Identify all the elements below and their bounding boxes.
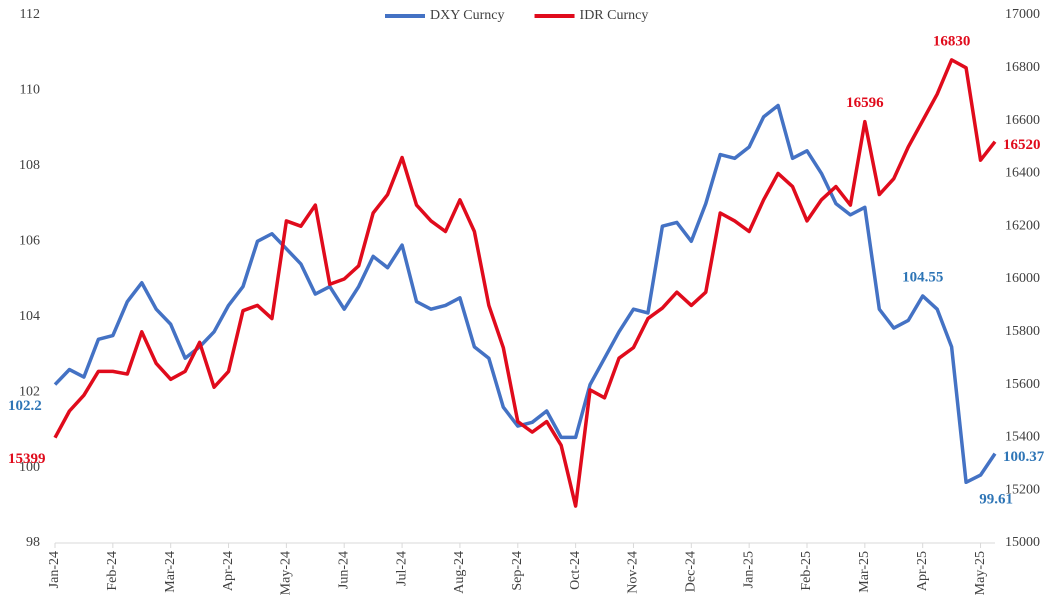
data-label: 100.37: [1003, 449, 1045, 465]
y-tick-label: 106: [19, 234, 40, 249]
y2-tick-label: 16000: [1005, 271, 1040, 286]
y-tick-label: 110: [20, 83, 40, 98]
x-tick-label: May-25: [973, 551, 988, 595]
y-tick-label: 100: [19, 460, 40, 475]
y2-tick-label: 16600: [1005, 113, 1040, 128]
y-tick-label: 112: [20, 7, 40, 22]
x-tick-label: Mar-24: [163, 551, 178, 593]
y2-tick-label: 15000: [1005, 535, 1040, 550]
y2-tick-label: 15400: [1005, 430, 1040, 445]
x-tick-label: Apr-24: [221, 551, 236, 591]
series-line: [53, 58, 997, 508]
x-tick-label: Dec-24: [684, 551, 699, 592]
legend-label: IDR Curncy: [580, 8, 649, 23]
y-tick-label: 102: [19, 384, 40, 399]
x-tick-label: Feb-24: [105, 551, 120, 591]
x-tick-label: Oct-24: [568, 551, 583, 590]
x-tick-label: Jul-24: [394, 551, 409, 586]
data-label: 15399: [8, 451, 46, 467]
y2-tick-label: 15200: [1005, 482, 1040, 497]
x-tick-label: May-24: [279, 551, 294, 595]
legend-label: DXY Curncy: [430, 8, 505, 23]
y2-tick-label: 15800: [1005, 324, 1040, 339]
y-tick-label: 108: [19, 158, 40, 173]
series-line: [53, 103, 997, 485]
x-tick-label: Feb-25: [799, 551, 814, 591]
data-label: 102.2: [8, 398, 42, 414]
y2-tick-label: 16400: [1005, 166, 1040, 181]
y-tick-label: 98: [26, 535, 40, 550]
y2-tick-label: 15600: [1005, 377, 1040, 392]
x-tick-label: Jun-24: [336, 551, 351, 589]
x-tick-label: Apr-25: [915, 551, 930, 591]
x-tick-label: Mar-25: [857, 551, 872, 593]
x-tick-label: Aug-24: [452, 551, 467, 594]
data-label: 16520: [1003, 137, 1041, 153]
y2-tick-label: 17000: [1005, 7, 1040, 22]
x-tick-label: Jan-24: [47, 551, 62, 588]
x-tick-label: Jan-25: [741, 551, 756, 588]
x-tick-label: Sep-24: [510, 551, 525, 591]
x-tick-label: Nov-24: [626, 551, 641, 594]
data-label: 16596: [846, 95, 884, 111]
y2-tick-label: 16800: [1005, 60, 1040, 75]
y-tick-label: 104: [19, 309, 40, 324]
data-label: 104.55: [902, 269, 943, 285]
data-label: 16830: [933, 33, 971, 49]
y2-tick-label: 16200: [1005, 218, 1040, 233]
data-label: 99.61: [979, 492, 1013, 508]
